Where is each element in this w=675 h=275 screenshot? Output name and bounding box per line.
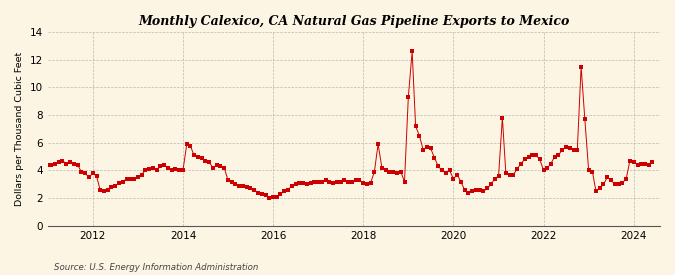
Y-axis label: Dollars per Thousand Cubic Feet: Dollars per Thousand Cubic Feet bbox=[15, 52, 24, 206]
Title: Monthly Calexico, CA Natural Gas Pipeline Exports to Mexico: Monthly Calexico, CA Natural Gas Pipelin… bbox=[138, 15, 570, 28]
Text: Source: U.S. Energy Information Administration: Source: U.S. Energy Information Administ… bbox=[54, 263, 259, 272]
